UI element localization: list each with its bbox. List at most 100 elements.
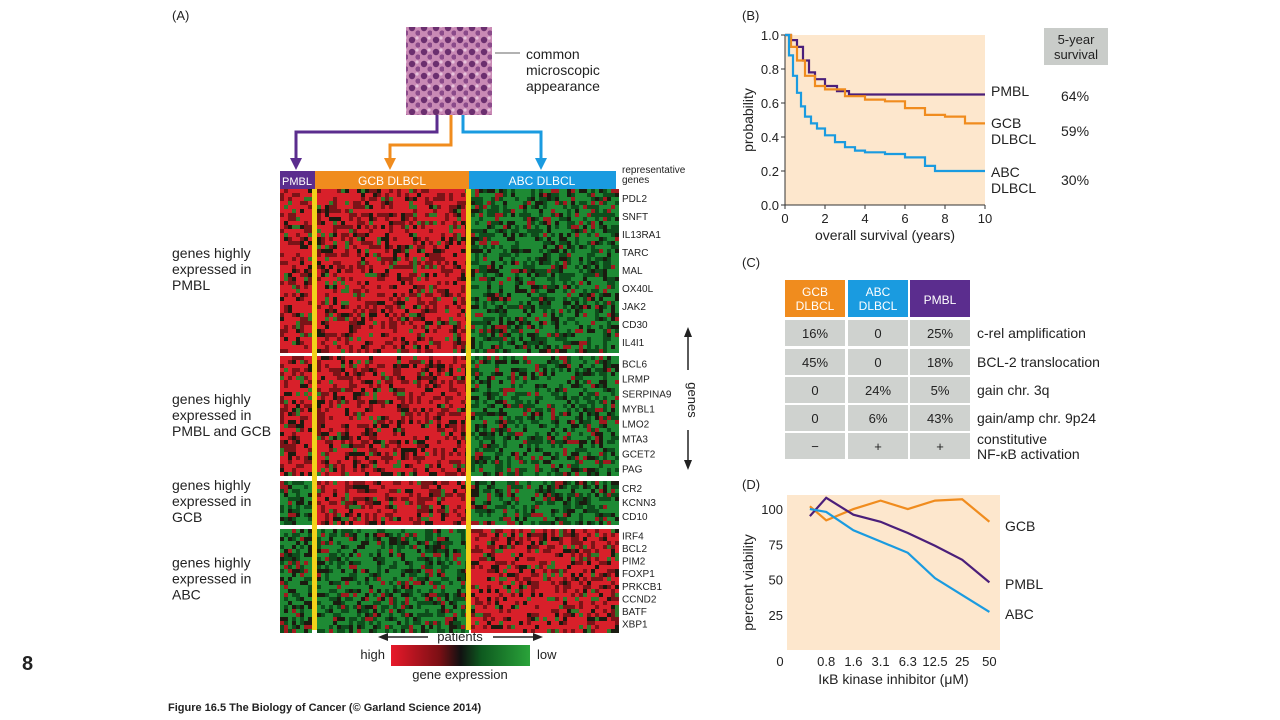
survival-x-tick: 0 xyxy=(781,211,788,226)
legend-low: low xyxy=(537,647,557,662)
heatmap-block-2 xyxy=(280,481,619,525)
gene-name: KCNN3 xyxy=(622,498,656,509)
survival-chart: 0.0 0.2 0.4 0.6 0.8 1.0 0 2 4 6 8 10 overall surviva… xyxy=(740,28,1108,243)
survival-y-tick: 0.8 xyxy=(761,62,779,77)
heatmap-block-3 xyxy=(280,529,619,633)
table-cell-value: 0 xyxy=(874,355,881,370)
gene-name: FOXP1 xyxy=(622,569,655,580)
table-header-label: ABC DLBCL xyxy=(859,285,898,313)
separator-pmbl-gcb xyxy=(312,189,317,630)
group-header-gcb xyxy=(315,171,469,189)
table-row-label: BCL-2 translocation xyxy=(977,354,1100,370)
gene-name: MTA3 xyxy=(622,435,648,446)
viability-x-tick: 25 xyxy=(955,654,969,669)
viability-line-gcb xyxy=(809,498,991,523)
table-cell-value: − xyxy=(811,439,819,454)
survival-x-label: overall survival (years) xyxy=(815,227,955,243)
gene-name: JAK2 xyxy=(622,302,646,313)
heatmap xyxy=(280,189,619,633)
viability-series-label: ABC xyxy=(1005,606,1034,622)
group-header-pmbl xyxy=(280,171,315,189)
five-year-value: 30% xyxy=(1061,172,1089,188)
gene-group-label-1: genes highly expressed in PMBL and GCB xyxy=(172,391,271,439)
viability-x-zero: 0 xyxy=(776,654,783,669)
gene-name: BCL6 xyxy=(622,360,647,371)
heatmap-block-0 xyxy=(280,189,619,353)
micro-label: common microscopic appearance xyxy=(526,46,600,94)
survival-x-tick: 4 xyxy=(861,211,868,226)
viability-x-tick: 1.6 xyxy=(844,654,862,669)
table-cell-value: 45% xyxy=(802,355,828,370)
viability-y-tick: 50 xyxy=(769,573,783,588)
panel-b-letter: (B) xyxy=(742,8,760,23)
gene-name: CD30 xyxy=(622,320,648,331)
gene-name: CD10 xyxy=(622,512,648,523)
viability-x-tick: 0.8 xyxy=(817,654,835,669)
gene-name: IL13RA1 xyxy=(622,230,661,241)
table-cell xyxy=(848,377,908,403)
table-row-label: gain chr. 3q xyxy=(977,382,1049,398)
figure-caption: Figure 16.5 The Biology of Cancer (© Gar… xyxy=(168,702,482,714)
gene-name: GCET2 xyxy=(622,450,656,461)
survival-x-tick: 6 xyxy=(901,211,908,226)
table-cell xyxy=(785,405,845,431)
table-cell-value: 24% xyxy=(865,383,891,398)
table-cell xyxy=(910,377,970,403)
genes-arrow-label: genes xyxy=(685,382,700,418)
viability-x-tick: 50 xyxy=(982,654,996,669)
five-year-value: 64% xyxy=(1061,88,1089,104)
gene-name: LMO2 xyxy=(622,420,650,431)
table-cell xyxy=(848,405,908,431)
table-cell-value: 25% xyxy=(927,326,953,341)
viability-series-label: GCB xyxy=(1005,518,1035,534)
table-header-cell xyxy=(910,280,970,317)
table-row-label: c-rel amplification xyxy=(977,325,1086,341)
table-cell-value: 5% xyxy=(931,383,950,398)
survival-line-pmbl xyxy=(785,33,985,96)
separator-gcb-abc xyxy=(466,189,471,630)
viability-y-tick: 75 xyxy=(769,537,783,552)
table-cell-value: + xyxy=(936,439,944,454)
viability-line-abc xyxy=(809,508,990,613)
table-cell xyxy=(785,377,845,403)
survival-y-tick: 0.4 xyxy=(761,130,779,145)
panel-d-letter: (D) xyxy=(742,477,761,492)
survival-series-label: ABC DLBCL xyxy=(991,164,1036,196)
table-row-label: constitutive NF-κB activation xyxy=(977,431,1080,462)
gene-name: PDL2 xyxy=(622,194,647,205)
table-cell-value: 0 xyxy=(874,326,881,341)
gene-name: SERPINA9 xyxy=(622,390,672,401)
gene-name: TARC xyxy=(622,248,648,259)
expression-legend-bar xyxy=(391,645,530,666)
table-cell-value: + xyxy=(874,439,882,454)
micrograph-image xyxy=(406,27,492,115)
table-header-label: GCB DLBCL xyxy=(796,285,835,313)
survival-y-tick: 0.2 xyxy=(761,164,779,179)
five-year-value: 59% xyxy=(1061,123,1089,139)
gene-name: IRF4 xyxy=(622,531,644,542)
survival-series-label: GCB DLBCL xyxy=(991,115,1036,147)
group-label-pmbl: PMBL xyxy=(282,176,312,188)
survival-x-tick: 2 xyxy=(821,211,828,226)
viability-y-label: percent viability xyxy=(740,534,756,631)
viability-x-tick: 6.3 xyxy=(899,654,917,669)
table-cell xyxy=(910,320,970,346)
table-cell xyxy=(785,320,845,346)
survival-y-tick: 1.0 xyxy=(761,28,779,43)
viability-series-label: PMBL xyxy=(1005,576,1043,592)
table-cell-value: 0 xyxy=(811,411,818,426)
table-cell-value: 6% xyxy=(869,411,888,426)
viability-y-tick: 100 xyxy=(761,502,783,517)
gene-name: SNFT xyxy=(622,212,648,223)
table-cell xyxy=(848,349,908,375)
table-cell xyxy=(910,405,970,431)
gene-group-label-2: genes highly expressed in GCB xyxy=(172,477,251,525)
group-label-gcb: GCB DLBCL xyxy=(358,174,426,188)
viability-x-tick: 3.1 xyxy=(872,654,890,669)
gene-name: CCND2 xyxy=(622,594,657,605)
table-cell xyxy=(910,433,970,459)
survival-plot-background xyxy=(785,35,985,205)
legend-title: gene expression xyxy=(412,667,507,682)
viability-chart: 25 50 75 100 0 0.8 1.6 3.1 6.3 12.5 25 50 IκB kinase… xyxy=(740,495,1043,687)
gene-name: BCL2 xyxy=(622,544,647,555)
